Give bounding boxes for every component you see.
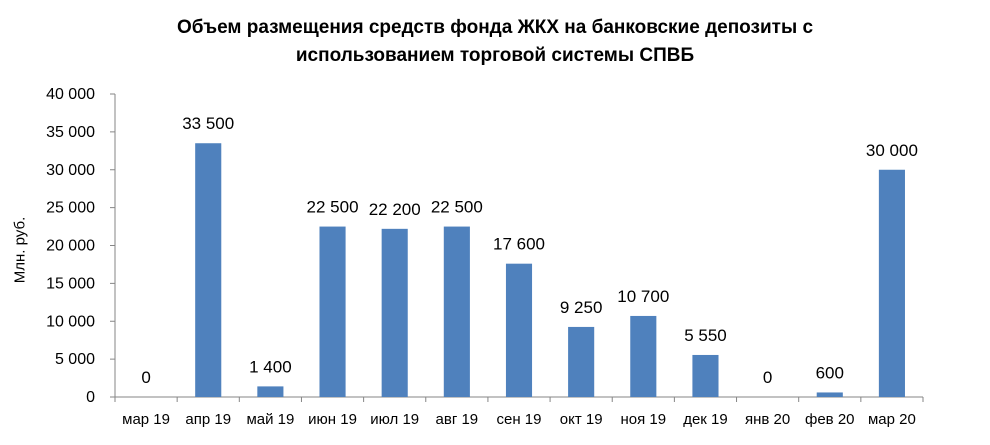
bar [257, 386, 284, 397]
data-label: 9 250 [560, 298, 603, 317]
data-label: 22 500 [431, 198, 483, 217]
x-tick-label: янв 20 [745, 411, 790, 428]
data-label: 33 500 [182, 114, 234, 133]
data-label: 17 600 [493, 235, 545, 254]
x-tick-label: авг 19 [436, 411, 479, 428]
x-tick-label: июн 19 [308, 411, 357, 428]
bar [692, 354, 719, 397]
data-label: 0 [763, 368, 772, 387]
y-tick-label: 30 000 [46, 162, 95, 179]
y-tick-label: 25 000 [46, 200, 95, 217]
y-tick-label: 5 000 [55, 351, 95, 368]
chart-title: Объем размещения средств фонда ЖКХ на ба… [0, 14, 990, 70]
data-label: 22 500 [307, 198, 359, 217]
y-tick-label: 0 [86, 389, 95, 406]
x-tick-label: июл 19 [370, 411, 419, 428]
x-tick-label: май 19 [246, 411, 294, 428]
x-tick-label: мар 20 [868, 411, 916, 428]
data-label: 5 550 [684, 326, 727, 345]
x-tick-label: фев 20 [805, 411, 855, 428]
y-tick-label: 40 000 [46, 86, 95, 103]
bar [319, 226, 346, 397]
y-tick-label: 10 000 [46, 313, 95, 330]
bar [505, 263, 533, 397]
data-label: 1 400 [249, 357, 292, 376]
x-tick-label: апр 19 [185, 411, 231, 428]
bar [381, 228, 408, 397]
bar [195, 143, 222, 397]
chart-title-line-1: Объем размещения средств фонда ЖКХ на ба… [176, 17, 814, 38]
x-tick-label: дек 19 [683, 411, 728, 428]
data-label: 600 [816, 363, 844, 382]
x-tick-label: сен 19 [497, 411, 542, 428]
data-label: 30 000 [866, 141, 918, 160]
bar [443, 226, 470, 397]
x-tick-label: окт 19 [560, 411, 603, 428]
chart-title-line-2: использованием торговой системы СПВБ [295, 45, 695, 66]
x-tick-label: мар 19 [122, 411, 170, 428]
y-tick-label: 15 000 [46, 275, 95, 292]
bar [878, 169, 905, 397]
bar [630, 315, 657, 397]
data-label: 22 200 [369, 200, 421, 219]
x-tick-label: ноя 19 [621, 411, 667, 428]
bar [816, 392, 843, 397]
bar [568, 326, 595, 397]
y-tick-label: 35 000 [46, 124, 95, 141]
data-label: 10 700 [617, 287, 669, 306]
y-tick-label: 20 000 [46, 238, 95, 255]
data-label: 0 [141, 368, 150, 387]
